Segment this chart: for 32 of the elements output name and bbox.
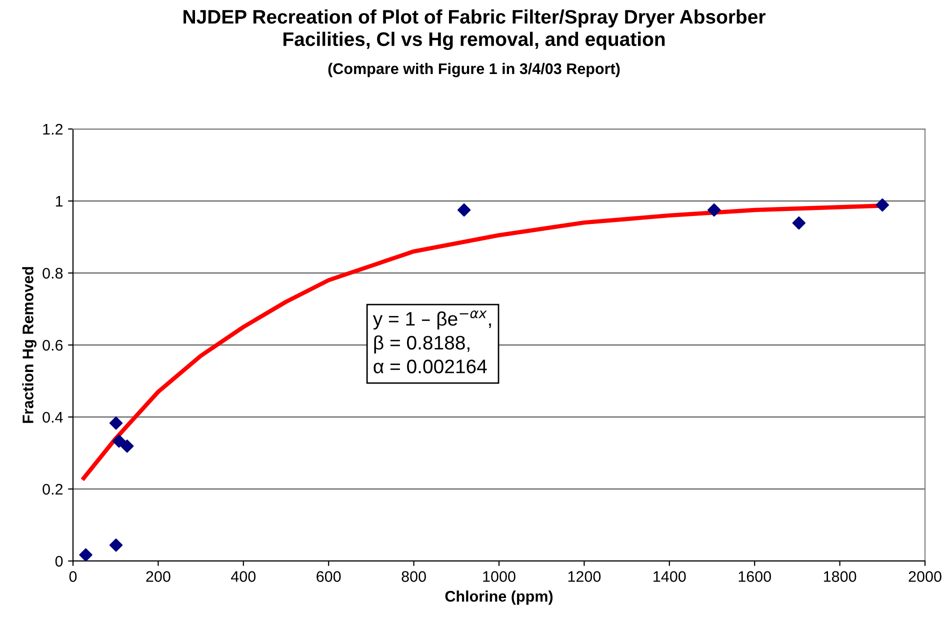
annotation: y = 1 – βe$^{−αx}$, β = 0.8188, α = 0.002164 (372, 310, 491, 374)
x-tick-label: 200 (146, 571, 170, 582)
x-tick-label: 2000 (908, 571, 942, 582)
point (120, 440, 134, 453)
x-tick-label: 1200 (568, 571, 601, 582)
point (876, 198, 889, 212)
point (457, 203, 471, 217)
point (792, 216, 806, 230)
x-tick-label: 1600 (738, 571, 771, 582)
y-tick-label: 1.2 (43, 124, 63, 135)
point (109, 416, 123, 430)
x-tick-label: 0 (69, 571, 77, 582)
y-tick-label: 1 (56, 196, 63, 207)
y-tick-label: 0.4 (42, 412, 63, 423)
y-tick-label: 0.6 (42, 340, 63, 351)
x-tick-label: 1000 (483, 571, 516, 582)
y-tick-label: 0 (55, 556, 63, 567)
y-tick-label: 0.8 (42, 268, 63, 279)
point (112, 434, 126, 448)
x-tick-label: 800 (402, 571, 426, 582)
x-tick-label: 1400 (654, 571, 686, 582)
x-tick-label: 400 (231, 571, 256, 582)
chart-subtitle: (Compare with Figure 1 in 3/4/03 Report) (328, 62, 620, 78)
y-axis-title: Fraction Hg Removed (22, 267, 36, 423)
point (708, 203, 721, 217)
point (79, 548, 92, 561)
y-tick-label: 0.2 (42, 484, 63, 495)
x-tick-label: 1800 (824, 571, 856, 582)
chart-title: NJDEP Recreation of Plot of Fabric Filter/Spray Dryer Absorber Facilities, Cl vs Hg removal, and equation (184, 9, 766, 50)
point (109, 538, 123, 552)
x-tick-label: 600 (316, 571, 341, 582)
x-axis-title: Chlorine (ppm) (445, 590, 553, 605)
